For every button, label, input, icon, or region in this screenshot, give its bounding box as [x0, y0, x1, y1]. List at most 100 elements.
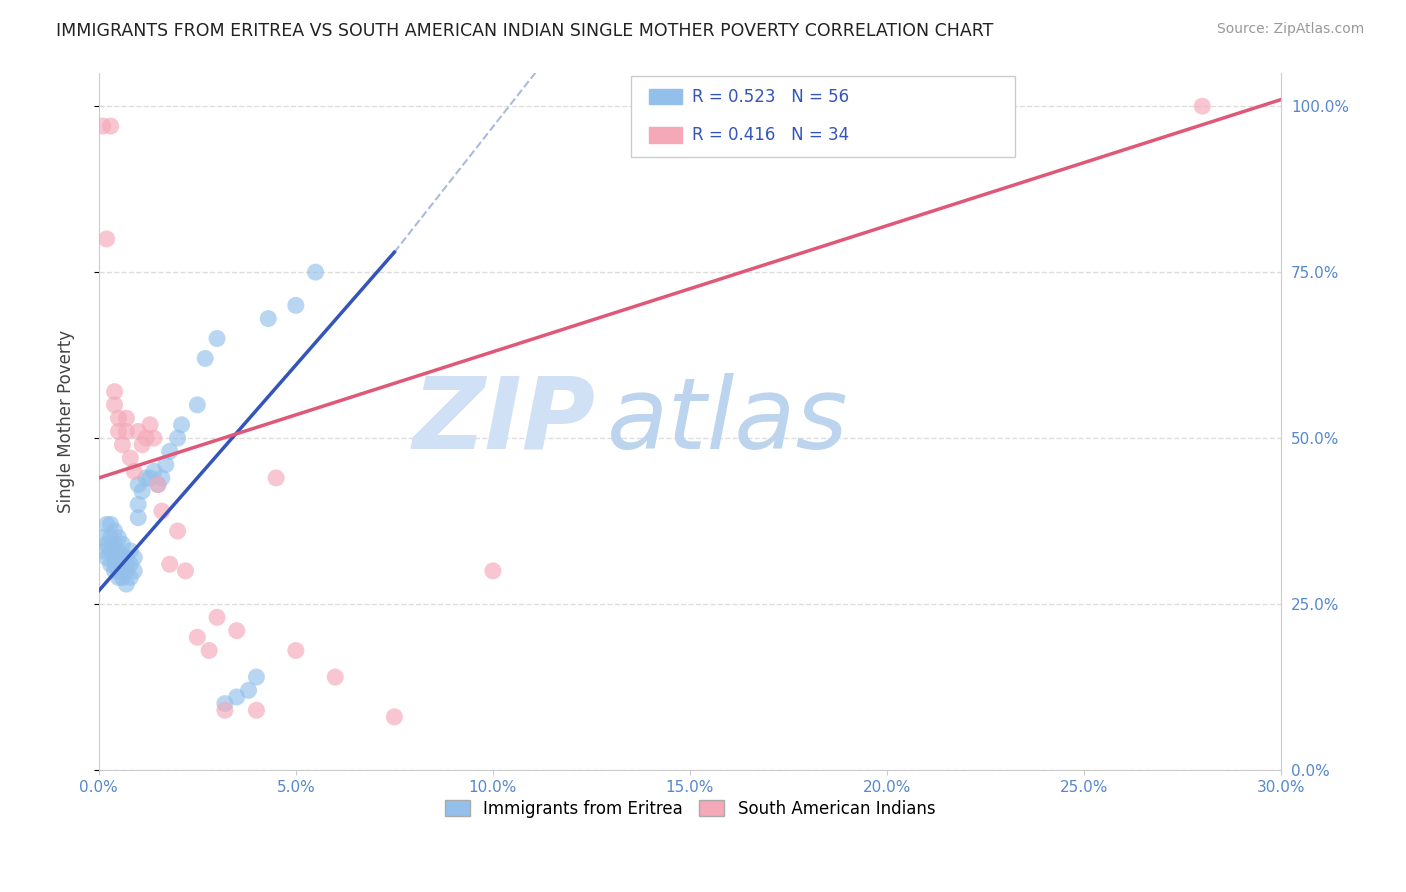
Point	[205, 610, 228, 624]
Point	[264, 471, 287, 485]
Point	[143, 464, 166, 478]
Point	[122, 550, 145, 565]
Y-axis label: Single Mother Poverty: Single Mother Poverty	[58, 330, 75, 513]
Point	[107, 531, 129, 545]
Point	[115, 550, 138, 565]
Point	[111, 550, 134, 565]
Point	[382, 710, 405, 724]
Point	[91, 119, 114, 133]
Point	[174, 564, 197, 578]
Point	[284, 643, 307, 657]
Point	[96, 232, 118, 246]
Point	[186, 398, 208, 412]
Point	[245, 670, 267, 684]
Point	[96, 550, 118, 565]
Point	[122, 564, 145, 578]
Point	[146, 477, 169, 491]
Point	[131, 438, 153, 452]
Point	[103, 524, 125, 538]
Point	[115, 577, 138, 591]
Point	[122, 464, 145, 478]
Point	[198, 643, 221, 657]
Point	[111, 570, 134, 584]
Point	[323, 670, 346, 684]
Point	[91, 531, 114, 545]
Point	[100, 558, 122, 572]
Point	[103, 544, 125, 558]
Point	[115, 564, 138, 578]
Point	[107, 550, 129, 565]
Point	[107, 544, 129, 558]
Point	[103, 558, 125, 572]
Point	[205, 331, 228, 345]
Point	[100, 531, 122, 545]
Point	[91, 544, 114, 558]
Point	[143, 431, 166, 445]
Point	[111, 537, 134, 551]
Point	[107, 564, 129, 578]
Point	[139, 471, 162, 485]
Point	[482, 564, 505, 578]
Point	[170, 417, 193, 432]
Point	[135, 431, 157, 445]
Point	[96, 517, 118, 532]
Point	[111, 564, 134, 578]
Point	[146, 477, 169, 491]
Text: Source: ZipAtlas.com: Source: ZipAtlas.com	[1216, 22, 1364, 37]
Text: ZIP: ZIP	[412, 373, 595, 470]
Point	[120, 544, 142, 558]
Point	[103, 564, 125, 578]
Point	[103, 398, 125, 412]
Text: R = 0.523   N = 56: R = 0.523 N = 56	[692, 87, 849, 105]
Point	[107, 570, 129, 584]
Point	[115, 411, 138, 425]
Point	[155, 458, 177, 472]
Point	[150, 504, 173, 518]
Point	[115, 425, 138, 439]
Point	[214, 703, 236, 717]
Point	[225, 690, 247, 704]
Point	[166, 524, 188, 538]
Point	[245, 703, 267, 717]
Point	[159, 444, 181, 458]
Point	[127, 510, 149, 524]
Point	[120, 570, 142, 584]
Point	[127, 425, 149, 439]
Point	[120, 450, 142, 465]
Point	[107, 425, 129, 439]
Legend: Immigrants from Eritrea, South American Indians: Immigrants from Eritrea, South American …	[437, 793, 942, 824]
Point	[284, 298, 307, 312]
Point	[304, 265, 326, 279]
Point	[103, 384, 125, 399]
Text: R = 0.416   N = 34: R = 0.416 N = 34	[692, 126, 849, 144]
Point	[127, 477, 149, 491]
Point	[111, 438, 134, 452]
Point	[103, 537, 125, 551]
Point	[127, 498, 149, 512]
Text: atlas: atlas	[607, 373, 849, 470]
FancyBboxPatch shape	[631, 77, 1015, 157]
Point	[100, 119, 122, 133]
Point	[100, 517, 122, 532]
Point	[225, 624, 247, 638]
Point	[103, 550, 125, 565]
Point	[257, 311, 280, 326]
Point	[96, 537, 118, 551]
Point	[107, 411, 129, 425]
Point	[120, 558, 142, 572]
Point	[214, 697, 236, 711]
Point	[194, 351, 217, 366]
Point	[107, 558, 129, 572]
Text: IMMIGRANTS FROM ERITREA VS SOUTH AMERICAN INDIAN SINGLE MOTHER POVERTY CORRELATI: IMMIGRANTS FROM ERITREA VS SOUTH AMERICA…	[56, 22, 994, 40]
Bar	[648, 128, 682, 143]
Point	[135, 471, 157, 485]
Point	[139, 417, 162, 432]
Point	[238, 683, 260, 698]
Point	[100, 544, 122, 558]
Point	[166, 431, 188, 445]
Point	[159, 558, 181, 572]
Point	[150, 471, 173, 485]
Bar	[648, 89, 682, 104]
Point	[131, 484, 153, 499]
Point	[186, 630, 208, 644]
